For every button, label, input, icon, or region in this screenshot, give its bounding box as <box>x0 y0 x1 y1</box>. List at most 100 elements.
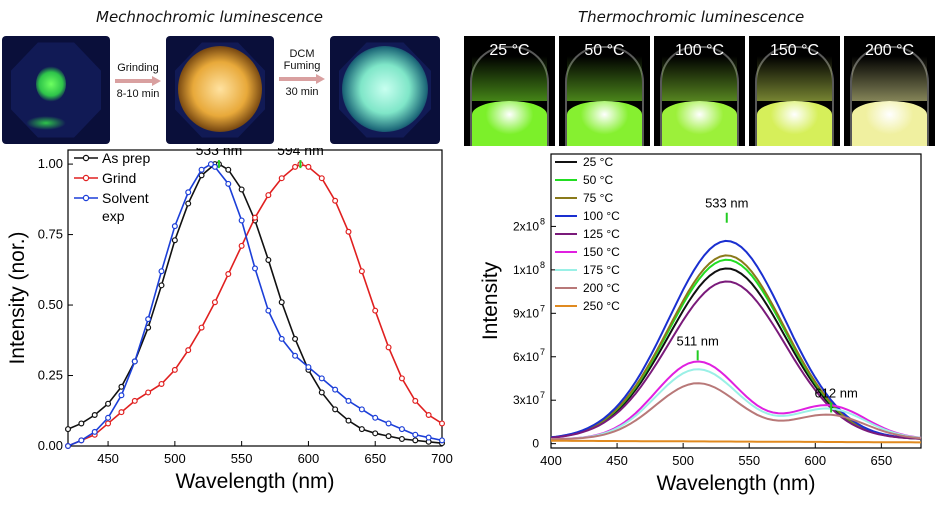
y-axis-label: Intensity <box>479 261 502 340</box>
data-point <box>198 324 205 331</box>
data-point <box>105 420 112 427</box>
legend-marker <box>82 154 90 162</box>
data-point <box>292 335 299 342</box>
data-point <box>211 299 218 306</box>
data-point <box>131 397 138 404</box>
legend-label: 125 °C <box>583 227 620 241</box>
data-point <box>238 186 245 193</box>
data-point <box>385 344 392 351</box>
fuming-label-1: DCM <box>289 48 315 60</box>
data-point <box>398 375 405 382</box>
data-point <box>198 166 205 173</box>
series-line <box>67 163 443 447</box>
x-tick-label: 500 <box>672 453 694 468</box>
data-point <box>345 397 352 404</box>
data-point <box>207 161 214 168</box>
photo-fumed <box>330 36 440 144</box>
vial-temperature-label: 200 °C <box>864 42 915 59</box>
data-point <box>439 437 446 444</box>
y-tick-label: 0.25 <box>38 368 63 383</box>
y-tick-label: 0.50 <box>38 297 63 312</box>
data-point <box>345 417 352 424</box>
data-point <box>358 268 365 275</box>
y-tick-label: 3x10 <box>513 393 539 407</box>
y-tick-exponent: 7 <box>540 303 545 313</box>
legend-label: 175 °C <box>583 263 620 277</box>
data-point <box>64 426 71 433</box>
y-tick-exponent: 7 <box>540 390 545 400</box>
vial-photo: 150 °C <box>749 36 840 146</box>
y-tick-label: 1x10 <box>513 263 539 277</box>
legend-label: exp <box>102 208 125 224</box>
series-line <box>550 280 922 440</box>
vial-photo: 200 °C <box>844 36 935 146</box>
left-section-title: Mechnochromic luminescence <box>96 8 323 26</box>
data-point <box>265 256 272 263</box>
data-point <box>171 366 178 373</box>
data-point <box>398 435 405 442</box>
data-point <box>318 375 325 382</box>
data-point <box>385 433 392 440</box>
y-tick-exponent: 8 <box>540 260 545 270</box>
data-point <box>158 268 165 275</box>
legend-marker <box>82 194 90 202</box>
data-point <box>78 420 85 427</box>
data-point <box>372 430 379 437</box>
legend-label: 100 °C <box>583 209 620 223</box>
data-point <box>252 214 259 221</box>
legend-label: Solvent <box>102 190 149 206</box>
data-point <box>278 175 285 182</box>
y-tick-label: 6x10 <box>513 350 539 364</box>
y-tick-label: 9x10 <box>513 306 539 320</box>
plot-frame <box>67 149 443 447</box>
x-tick-label: 500 <box>164 451 186 466</box>
data-point <box>158 282 165 289</box>
series-line <box>550 382 922 441</box>
data-point <box>211 163 218 170</box>
grinding-time: 8-10 min <box>116 88 160 100</box>
series-line <box>551 439 921 444</box>
data-point <box>145 316 152 323</box>
fuming-arrow: DCM Fuming 30 min <box>276 48 328 98</box>
vial-photo: 50 °C <box>559 36 650 146</box>
data-point <box>131 358 138 365</box>
data-point <box>64 443 71 450</box>
data-point <box>185 347 192 354</box>
data-point <box>332 406 339 413</box>
y-tick-label: 0.75 <box>38 227 63 242</box>
data-point <box>292 352 299 359</box>
data-point <box>238 242 245 249</box>
data-point <box>372 414 379 421</box>
x-axis-label: Wavelength (nm) <box>656 472 815 495</box>
y-tick-label: 0.00 <box>38 438 63 453</box>
x-tick-label: 400 <box>540 453 562 468</box>
peak-annotation: 612 nm <box>814 385 857 400</box>
x-tick-label: 650 <box>364 451 386 466</box>
y-tick-exponent: 7 <box>540 347 545 357</box>
data-point <box>252 265 259 272</box>
legend-label: 75 °C <box>583 191 613 205</box>
x-tick-label: 550 <box>231 451 253 466</box>
data-point <box>425 434 432 441</box>
data-point <box>78 437 85 444</box>
data-point <box>105 400 112 407</box>
data-point <box>412 397 419 404</box>
data-point <box>171 237 178 244</box>
data-point <box>185 189 192 196</box>
peak-annotation: 533 nm <box>705 196 748 211</box>
fuming-label-2: Fuming <box>283 60 321 72</box>
data-point <box>412 431 419 438</box>
data-point <box>118 383 125 390</box>
x-tick-label: 700 <box>431 451 453 466</box>
vial-photo: 25 °C <box>464 36 555 146</box>
y-tick-label: 2x10 <box>513 219 539 233</box>
data-point <box>158 380 165 387</box>
y-tick-exponent: 8 <box>540 216 545 226</box>
peak-annotation: 533 nm <box>196 148 243 158</box>
plot-frame <box>550 153 922 449</box>
data-point <box>385 420 392 427</box>
fuming-time: 30 min <box>285 86 319 98</box>
data-point <box>105 414 112 421</box>
x-tick-label: 600 <box>298 451 320 466</box>
